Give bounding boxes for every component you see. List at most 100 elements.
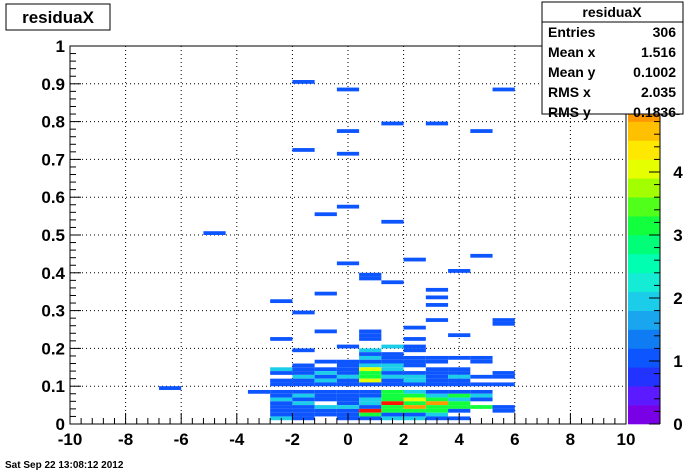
heatmap-cell [292,412,315,417]
heatmap-cell [314,329,337,334]
heatmap-cell [292,348,315,353]
stats-box: residuaX Entries 306 Mean x 1.516 Mean y 0.10… [541,1,684,120]
heatmap-cell [381,371,404,375]
heatmap-cell [425,359,449,364]
heatmap-cell [359,329,382,334]
heatmap-cell [270,389,293,394]
heatmap-cell [314,378,337,383]
heatmap-cell [292,310,315,315]
heatmap-cell [403,378,426,383]
heatmap-cell [292,378,315,383]
heatmap-cell [336,408,360,413]
heatmap-cell [314,291,337,296]
heatmap-cell [381,397,404,402]
heatmap-cell [448,374,471,379]
palette-swatch [628,386,660,406]
heatmap-cell [381,219,404,224]
heatmap-cell [403,355,426,360]
heatmap-cell [359,359,382,364]
x-tick-label: -6 [174,430,189,449]
heatmap-cell [270,337,293,341]
heatmap-cell [381,121,404,126]
heatmap-cell [270,393,293,398]
palette-tick-label: 0 [673,415,682,434]
heatmap-cell [359,374,382,379]
stats-value: 306 [653,24,677,40]
heatmap-cell [314,397,337,402]
heatmap-cell [336,261,360,266]
heatmap-cell [270,397,293,402]
heatmap-cell [425,412,449,417]
heatmap-cell [359,382,382,387]
heatmap-cell [381,355,404,360]
heatmap-cell [336,87,360,92]
heatmap-cell [448,367,471,372]
stats-label: RMS x [548,84,591,100]
heatmap-cell [425,405,449,409]
heatmap-cell [203,231,226,235]
heatmap-cell [403,405,426,409]
stats-value: 0.1002 [633,64,676,80]
heatmap-cell [492,87,515,92]
heatmap-cell [270,367,293,372]
heatmap-cell [359,405,382,409]
heatmap-cell [425,287,449,292]
heatmap-cell [336,405,360,409]
heatmap-cell [359,333,382,338]
heatmap-cell [470,355,493,360]
heatmap-cell [448,269,471,273]
heatmap-cell [292,80,315,84]
x-tick-label: -10 [58,430,83,449]
heatmap-cell [403,344,426,349]
heatmap-cell [247,389,271,394]
heatmap-cell [359,276,382,281]
heatmap-cell [336,367,360,372]
heatmap-cell [448,408,471,413]
heatmap-cell [314,382,337,387]
palette-swatch [628,291,660,311]
heatmap-cell [381,412,404,417]
heatmap-cell [292,148,315,152]
palette-swatch [628,235,660,255]
heatmap-cell [403,257,426,262]
palette-swatch [628,159,660,179]
heatmap-cell [425,295,449,300]
heatmap-cell [292,389,315,394]
heatmap-cell [292,374,315,379]
heatmap-cell [448,397,471,402]
y-tick-label: 0.2 [41,339,65,358]
chart-title: residuaX [22,8,94,27]
heatmap-cell [492,408,515,413]
heatmap-cell [470,397,493,402]
heatmap-cell [336,389,360,394]
axes: -10 -8 -6 -4 -2 0 2 4 6 8 10 0 0.1 0.2 0.3 0.4 0.5 0.6 0.7… [41,37,635,449]
palette-swatch [628,121,660,141]
y-tick-label: 0.7 [41,150,65,169]
heatmap-cell [359,352,382,356]
heatmap-cell [425,355,449,360]
heatmap-cell [292,401,315,406]
heatmap-cell [425,367,449,372]
heatmap-cell [292,382,315,387]
heatmap-cell [314,393,337,398]
heatmap-cell [292,393,315,398]
heatmap-cell [359,272,382,277]
heatmap-cell [425,371,449,375]
heatmap-cell [448,355,471,360]
heatmap-cell [470,359,493,364]
heatmap-cell [336,401,360,406]
heatmap-cell [448,371,471,375]
heatmap-cell [359,393,382,398]
heatmap-cell [448,378,471,383]
palette-swatch [628,310,660,330]
heatmap-cell [314,412,337,417]
heatmap-cell [359,355,382,360]
heatmap-cell [470,382,493,387]
y-tick-label: 1 [56,37,65,56]
heatmap-cell [425,408,449,413]
heatmap-cell [425,389,449,394]
heatmap-cell [425,374,449,379]
heatmap-cell [381,374,404,379]
palette-swatch [628,140,660,160]
